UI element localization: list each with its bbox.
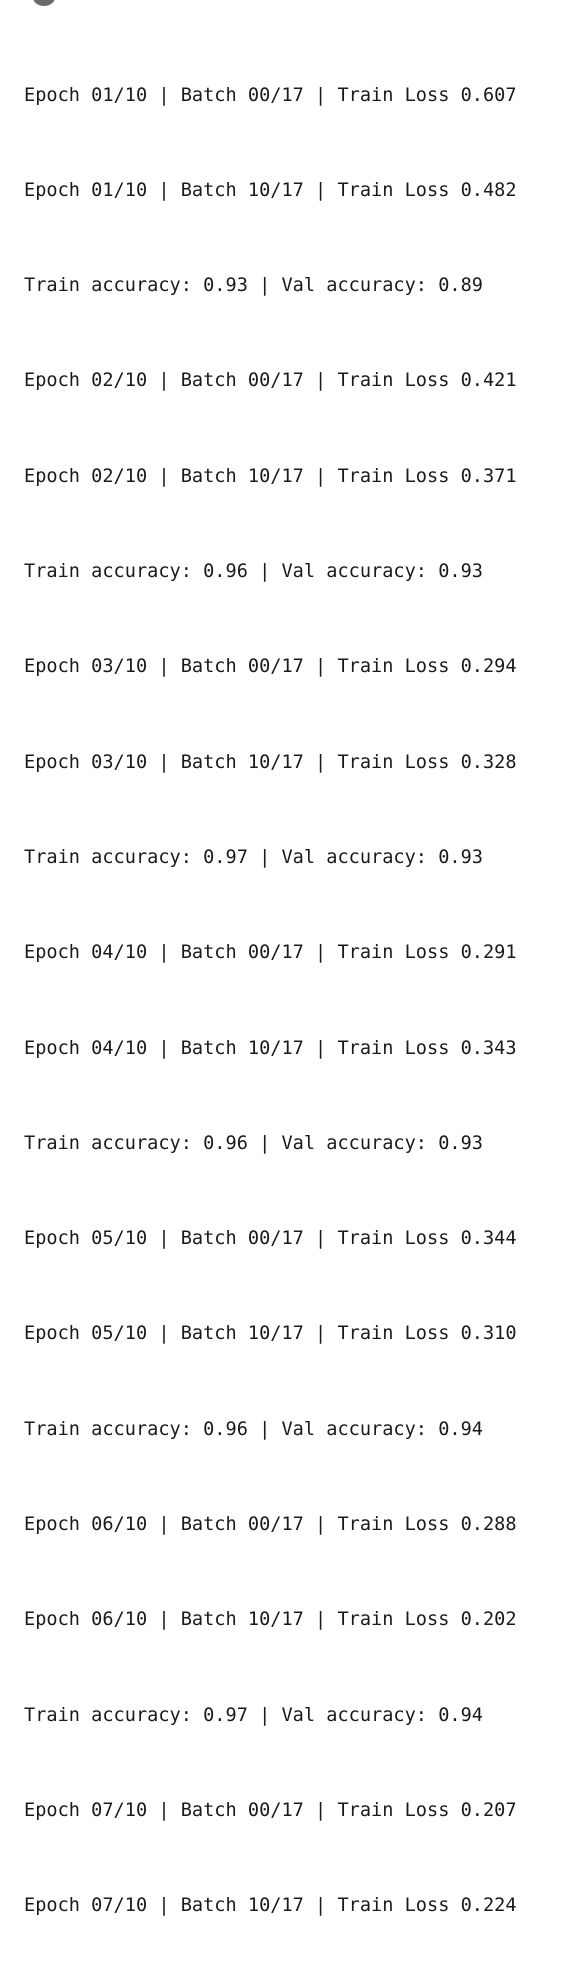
log-line: Epoch 07/10 | Batch 00/17 | Train Loss 0… [24,1799,517,1821]
log-line: Epoch 06/10 | Batch 10/17 | Train Loss 0… [24,1609,517,1631]
log-line: Train accuracy: 0.97 | Val accuracy: 0.9… [24,1704,483,1726]
log-line: Train accuracy: 0.96 | Val accuracy: 0.9… [24,1418,483,1440]
log-line: Epoch 02/10 | Batch 10/17 | Train Loss 0… [24,465,517,487]
log-line: Train accuracy: 0.93 | Val accuracy: 0.8… [24,275,483,297]
log-line: Epoch 05/10 | Batch 00/17 | Train Loss 0… [24,1228,517,1250]
log-line: Epoch 04/10 | Batch 10/17 | Train Loss 0… [24,1037,517,1059]
log-line: Epoch 06/10 | Batch 00/17 | Train Loss 0… [24,1513,517,1535]
log-line: Epoch 03/10 | Batch 00/17 | Train Loss 0… [24,656,517,678]
log-line: Epoch 03/10 | Batch 10/17 | Train Loss 0… [24,751,517,773]
log-line: Epoch 05/10 | Batch 10/17 | Train Loss 0… [24,1323,517,1345]
log-line: Train accuracy: 0.96 | Val accuracy: 0.9… [24,1132,483,1154]
cell-output-log: Epoch 01/10 | Batch 00/17 | Train Loss 0… [24,16,584,1964]
log-line: Train accuracy: 0.97 | Val accuracy: 0.9… [24,846,483,868]
cell-run-indicator-icon [33,0,55,6]
log-line: Epoch 07/10 | Batch 10/17 | Train Loss 0… [24,1895,517,1917]
log-line: Epoch 01/10 | Batch 00/17 | Train Loss 0… [24,84,517,106]
log-line: Epoch 01/10 | Batch 10/17 | Train Loss 0… [24,179,517,201]
log-line: Train accuracy: 0.96 | Val accuracy: 0.9… [24,561,483,583]
log-line: Epoch 02/10 | Batch 00/17 | Train Loss 0… [24,370,517,392]
log-line: Epoch 04/10 | Batch 00/17 | Train Loss 0… [24,942,517,964]
